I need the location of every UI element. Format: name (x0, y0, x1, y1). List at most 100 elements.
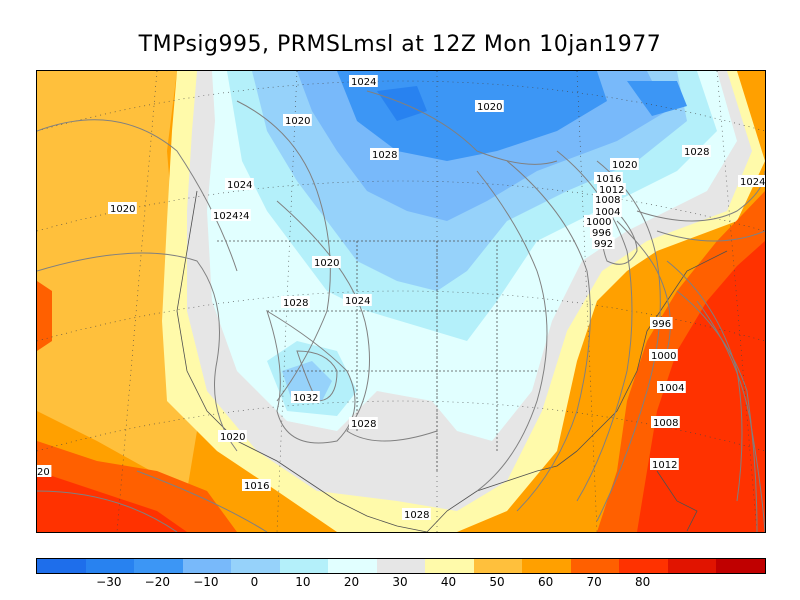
legend-tick-label: 10 (295, 575, 311, 589)
color-legend-ticks: −30 −20 −10 0 10 20 30 40 50 60 70 80 (36, 575, 764, 593)
isobar-label: 1000 (649, 349, 678, 362)
legend-swatch (182, 559, 232, 573)
map-canvas: 1024102010201028102410201016101210281024… (37, 71, 765, 532)
isobar-label: 1024 (738, 175, 765, 188)
svg-text:992: 992 (594, 239, 613, 250)
isobar-label: 1024 (349, 75, 378, 88)
legend-tick-label: 70 (586, 575, 602, 589)
legend-tick-label: 30 (392, 575, 408, 589)
svg-text:1020: 1020 (314, 258, 339, 269)
temp-band-neg30 (337, 71, 687, 161)
svg-text:1012: 1012 (599, 185, 624, 196)
legend-swatch (570, 559, 620, 573)
svg-text:996: 996 (592, 228, 611, 239)
isobar-label: 20 (37, 465, 52, 478)
temp-band-40-west (37, 71, 197, 491)
coastline (426, 450, 578, 532)
isobar-label: 1032 (291, 391, 320, 404)
svg-text:1028: 1028 (351, 419, 376, 430)
legend-swatch (619, 559, 668, 573)
legend-tick-label: −30 (96, 575, 122, 589)
svg-text:1028: 1028 (404, 510, 429, 521)
isobar-label: 1020 (475, 100, 504, 113)
isobar-label: 1012 (597, 183, 626, 196)
svg-text:1024: 1024 (213, 211, 238, 222)
svg-text:1032: 1032 (293, 393, 318, 404)
legend-swatch (134, 559, 183, 573)
legend-tick-label: 40 (440, 575, 457, 589)
legend-tick-label: 0 (250, 575, 259, 589)
svg-text:1004: 1004 (659, 383, 684, 394)
svg-text:1020: 1020 (612, 160, 637, 171)
svg-text:1012: 1012 (652, 460, 677, 471)
svg-text:1020: 1020 (477, 102, 502, 113)
svg-text:1020: 1020 (285, 116, 310, 127)
color-legend-bar (36, 558, 766, 574)
legend-tick-label: 20 (343, 575, 360, 589)
legend-swatch (473, 559, 523, 573)
weather-map[interactable]: 1024 1020 1020 1028 1024 1020 1016 1012 1028 1024… (36, 70, 766, 533)
legend-tick-label: 50 (489, 575, 505, 589)
svg-text:1020: 1020 (110, 204, 135, 215)
svg-text:996: 996 (652, 319, 671, 330)
svg-text:1024: 1024 (351, 77, 376, 88)
isobar-label: 1028 (682, 145, 711, 158)
isobar-label: 1008 (651, 416, 680, 429)
legend-swatch (522, 559, 571, 573)
isobar-label: 996 (650, 317, 673, 330)
temp-band-60-west (37, 281, 52, 351)
legend-swatch (376, 559, 426, 573)
isobar-label: 1020 (108, 202, 137, 215)
svg-text:1016: 1016 (244, 481, 269, 492)
isobar-label: 1020 (610, 158, 639, 171)
svg-text:1028: 1028 (283, 298, 308, 309)
legend-swatch (37, 559, 86, 573)
isobar-label: 996 (590, 226, 613, 239)
isobar-labels: 1024102010201028102410201016101210281024… (37, 75, 765, 521)
isobar-label: 992 (592, 237, 615, 250)
isobar-label: 1028 (349, 417, 378, 430)
svg-text:1000: 1000 (651, 351, 676, 362)
isobar-label: 1020 (283, 114, 312, 127)
legend-swatch (85, 559, 135, 573)
isobar-label: 1012 (650, 458, 679, 471)
legend-tick-label: 80 (635, 575, 651, 589)
svg-text:1000: 1000 (586, 217, 611, 228)
legend-tick-label: −20 (144, 575, 170, 589)
isobar-label: 1028 (370, 148, 399, 161)
isobar-label: 1028 (402, 508, 431, 521)
svg-text:1024: 1024 (345, 296, 370, 307)
isobar-label: 1024 (225, 178, 254, 191)
legend-swatch (279, 559, 329, 573)
coastline (176, 190, 428, 532)
svg-text:1016: 1016 (596, 174, 621, 185)
legend-swatch (667, 559, 717, 573)
isobar-label: 1028 (281, 296, 310, 309)
isobar-label: 1020 (312, 256, 341, 269)
isobar-label: 1008 (593, 193, 622, 206)
coastline (656, 470, 698, 532)
legend-swatch (328, 559, 377, 573)
isobar-label: 1000 (584, 215, 613, 228)
isobar-label: 1024 (211, 209, 240, 222)
isobar-label: 1020 (218, 430, 247, 443)
legend-swatch (231, 559, 280, 573)
svg-text:1028: 1028 (684, 147, 709, 158)
legend-tick-label: −10 (193, 575, 219, 589)
isobar-label: 1016 (242, 479, 271, 492)
svg-text:1004: 1004 (595, 207, 620, 218)
svg-text:1020: 1020 (220, 432, 245, 443)
svg-text:1024: 1024 (227, 180, 252, 191)
isobar-label: 1016 (594, 172, 623, 185)
legend-tick-label: 60 (537, 575, 554, 589)
svg-text:1008: 1008 (595, 195, 620, 206)
legend-swatch (425, 559, 474, 573)
isobar-label: 1024 (343, 294, 372, 307)
isobar-label: 1004 (593, 205, 622, 218)
legend-swatch (716, 559, 765, 573)
svg-text:1028: 1028 (372, 150, 397, 161)
svg-text:1008: 1008 (653, 418, 678, 429)
state-borders (217, 240, 577, 471)
map-title: TMPsig995, PRMSLmsl at 12Z Mon 10jan1977 (138, 32, 662, 57)
isobar-label: 1004 (657, 381, 686, 394)
